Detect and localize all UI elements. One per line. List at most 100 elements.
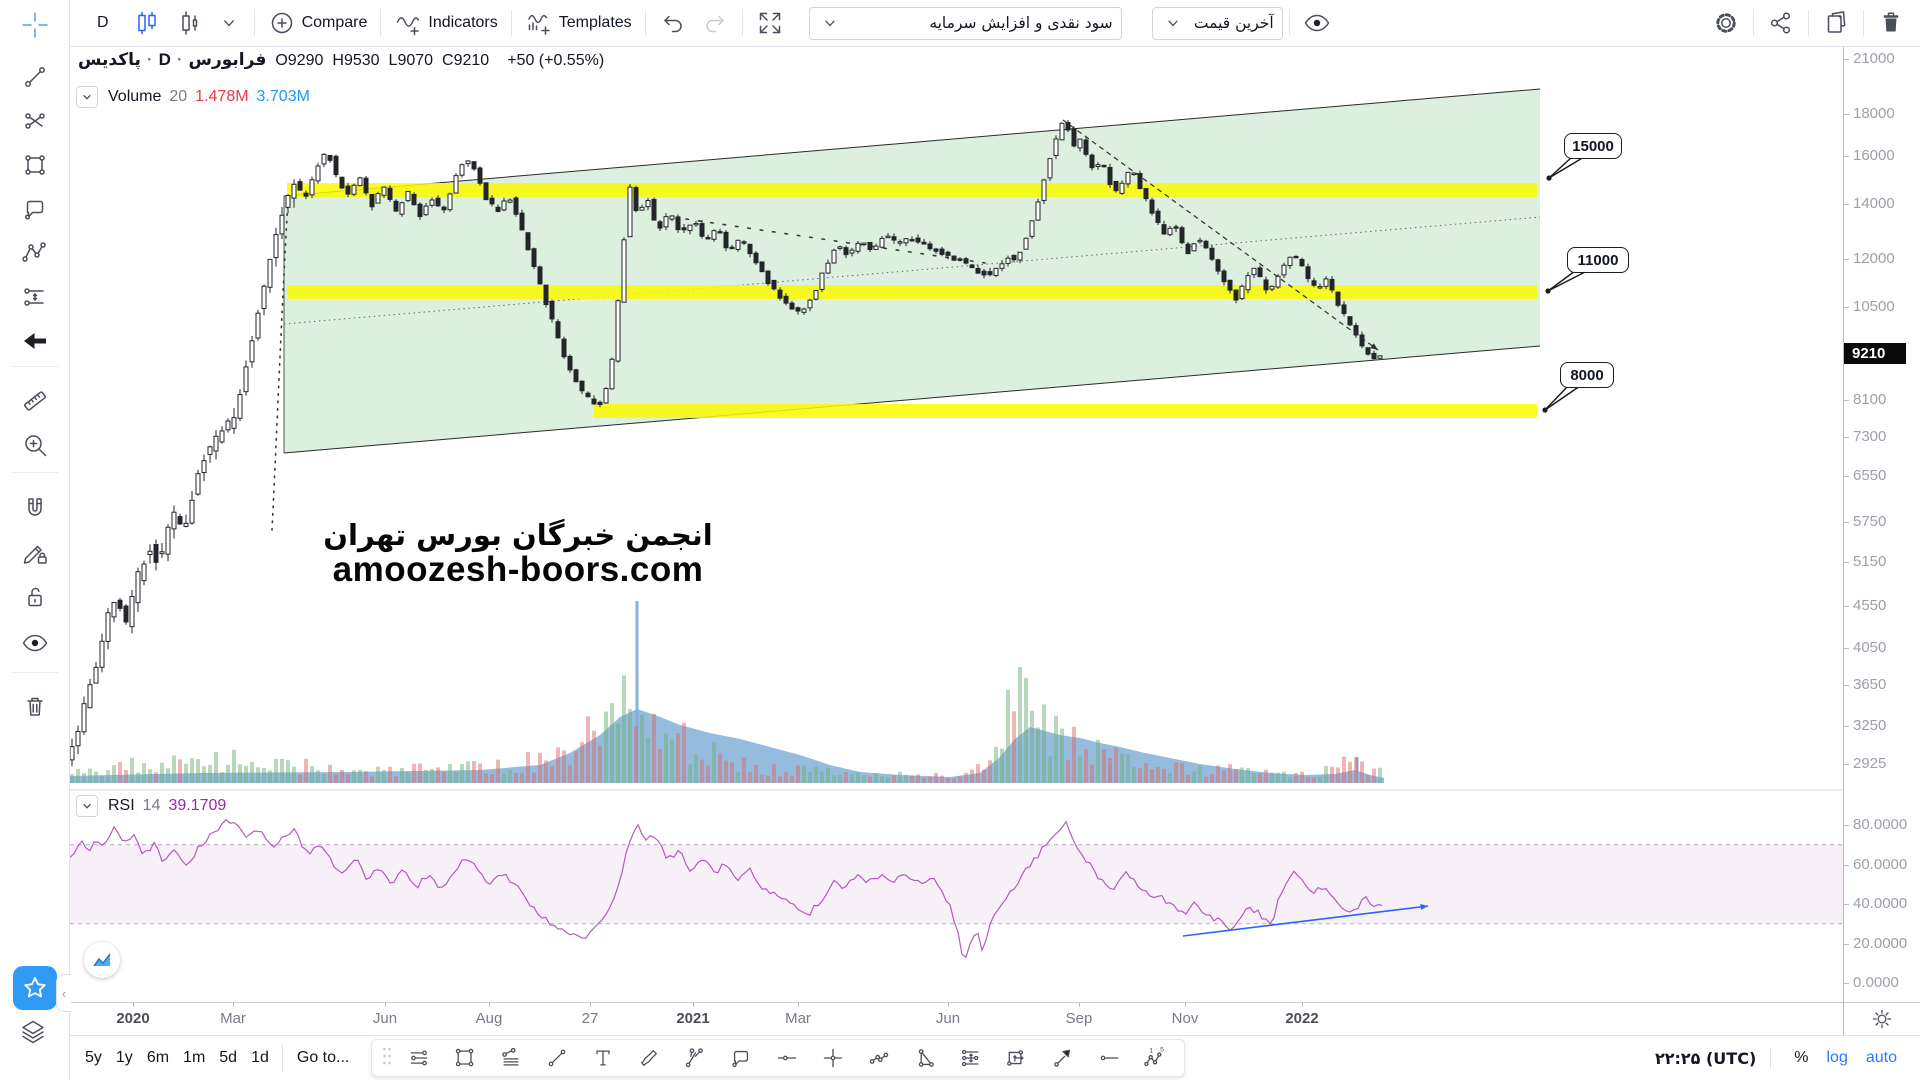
price-level-callout[interactable]: 8000 bbox=[1560, 362, 1614, 388]
tool-trash-icon[interactable] bbox=[16, 688, 54, 726]
ohlc-values: O9290 H9530 L9070 C9210 bbox=[275, 52, 490, 69]
price-axis[interactable]: 9210 21000 18000 16000 14000 12000 10500 8100 7… bbox=[1843, 47, 1920, 1035]
watermark-line1: انجمن خبرگان بورس تهران bbox=[323, 518, 713, 552]
bottombar-right: ۲۲:۲۵ (UTC)% log auto bbox=[1655, 1047, 1920, 1069]
tool-xabcd-pattern-icon[interactable] bbox=[16, 234, 54, 272]
log-scale-button[interactable]: log bbox=[1826, 1049, 1848, 1066]
range-5d-button[interactable]: 5d bbox=[219, 1049, 238, 1066]
redo-button[interactable] bbox=[694, 4, 736, 42]
drawing-pitchfork-icon[interactable] bbox=[680, 1043, 710, 1073]
volume-label[interactable]: Volume bbox=[108, 88, 162, 105]
chevron-down-icon[interactable] bbox=[76, 795, 98, 817]
tool-zoom-in-icon[interactable] bbox=[16, 426, 54, 464]
drawing-rect-corners-icon[interactable] bbox=[450, 1043, 480, 1073]
templates-button[interactable]: Templates bbox=[518, 4, 639, 42]
tool-trend-line-icon[interactable] bbox=[16, 58, 54, 96]
tool-lock-icon[interactable] bbox=[16, 578, 54, 616]
drawing-cross-line-icon[interactable] bbox=[818, 1043, 848, 1073]
axis-tick bbox=[1844, 726, 1849, 728]
sidebar-collapse-chevron[interactable]: ‹ bbox=[56, 974, 71, 1012]
drawing-triangle-icon[interactable] bbox=[910, 1043, 940, 1073]
drawing-callout2-icon[interactable] bbox=[726, 1043, 756, 1073]
notes-icon[interactable] bbox=[1815, 4, 1857, 42]
object-tree-layers-button[interactable] bbox=[19, 1018, 51, 1050]
share-icon[interactable] bbox=[1760, 4, 1802, 42]
drawing-ray-icon[interactable] bbox=[1094, 1043, 1124, 1073]
price-level-callout[interactable]: 15000 bbox=[1564, 133, 1622, 159]
tool-gann-tools-icon[interactable] bbox=[16, 102, 54, 140]
drawing-horizontal-line-icon[interactable] bbox=[772, 1043, 802, 1073]
range-1y-button[interactable]: 1y bbox=[115, 1049, 133, 1066]
drawing-trend-line2-icon[interactable] bbox=[542, 1043, 572, 1073]
range-1d-button[interactable]: 1d bbox=[251, 1049, 269, 1066]
chart-style-candles-icon[interactable] bbox=[126, 4, 168, 42]
watermark: انجمن خبرگان بورس تهران amoozesh-boors.c… bbox=[318, 518, 718, 589]
quick-chart-style-button[interactable] bbox=[84, 942, 120, 978]
drawing-align-lines-icon[interactable] bbox=[404, 1043, 434, 1073]
symbol-title-symbol[interactable]: پاکدیس bbox=[78, 50, 141, 70]
settings-gear-icon[interactable] bbox=[1705, 4, 1747, 42]
chart-style-chevron-down-icon[interactable] bbox=[210, 4, 248, 42]
range-5y-button[interactable]: 5y bbox=[85, 1049, 102, 1066]
undo-button[interactable] bbox=[652, 4, 694, 42]
brightness-sun-icon[interactable] bbox=[1870, 1007, 1894, 1031]
toolbar-drag-handle[interactable] bbox=[382, 1045, 392, 1072]
drawing-brush-icon[interactable] bbox=[634, 1043, 664, 1073]
drawing-arrow-marker-icon[interactable] bbox=[1048, 1043, 1078, 1073]
goto-date-button[interactable]: Go to... bbox=[296, 1049, 350, 1066]
rsi-label[interactable]: RSI bbox=[108, 797, 135, 814]
range-1m-button[interactable]: 1m bbox=[183, 1049, 206, 1066]
favorites-star-button[interactable] bbox=[13, 966, 57, 1010]
price-tick-label: 10500 bbox=[1853, 297, 1895, 315]
price-mode-dropdown[interactable]: آخرین قیمت bbox=[1151, 6, 1283, 40]
tool-arrow-tool-icon[interactable] bbox=[16, 322, 54, 360]
axis-corner bbox=[1844, 1002, 1920, 1035]
drawing-fib-arrows-icon[interactable] bbox=[956, 1043, 986, 1073]
tool-magnet-icon[interactable] bbox=[16, 490, 54, 528]
top-toolbar: D Compare Indicators Templates سود نقدی و اف… bbox=[70, 0, 1920, 47]
axis-tick bbox=[1844, 825, 1849, 826]
drawing-projection-icon[interactable] bbox=[1002, 1043, 1032, 1073]
auto-scale-button[interactable]: auto bbox=[1865, 1049, 1897, 1066]
axis-tick bbox=[1844, 904, 1849, 905]
percent-scale-button[interactable]: % bbox=[1794, 1049, 1809, 1066]
drawing-parallel-channel-icon[interactable] bbox=[496, 1043, 526, 1073]
toolbar-separator bbox=[1770, 1047, 1772, 1069]
indicators-button[interactable]: Indicators bbox=[387, 4, 504, 42]
axis-tick bbox=[233, 1003, 234, 1007]
time-axis[interactable]: 2020 Mar Jun Aug 27 2021 Mar Jun Sep Nov 2022 bbox=[70, 1002, 1843, 1035]
axis-tick bbox=[693, 1003, 694, 1007]
tool-callout-icon[interactable] bbox=[16, 190, 54, 228]
visibility-eye-icon[interactable] bbox=[1296, 4, 1338, 42]
tool-ruler-icon[interactable] bbox=[16, 382, 54, 420]
volume-ma-value: 3.703M bbox=[256, 88, 310, 105]
price-tick-label: 3250 bbox=[1853, 717, 1887, 735]
drawing-text-icon[interactable] bbox=[588, 1043, 618, 1073]
change-value: +50 (+0.55%) bbox=[507, 52, 605, 69]
compare-button[interactable]: Compare bbox=[261, 4, 375, 42]
tool-shapes-icon[interactable] bbox=[16, 146, 54, 184]
drawing-disjoint-channel-icon[interactable] bbox=[864, 1043, 894, 1073]
candle-style-icon[interactable] bbox=[168, 4, 210, 42]
timeframe-button[interactable]: D bbox=[97, 14, 109, 31]
tool-draw-lock-icon[interactable] bbox=[16, 534, 54, 572]
time-tick-label: Nov bbox=[1171, 1010, 1199, 1027]
toolbar-separator bbox=[1288, 10, 1290, 36]
axis-tick bbox=[798, 1003, 799, 1007]
axis-tick bbox=[1844, 436, 1849, 438]
clock-utc[interactable]: ۲۲:۲۵ (UTC) bbox=[1654, 1048, 1757, 1068]
range-6m-button[interactable]: 6m bbox=[146, 1049, 170, 1066]
chevron-down-icon[interactable] bbox=[76, 86, 98, 108]
tool-eye-icon[interactable] bbox=[16, 624, 54, 662]
fullscreen-button[interactable] bbox=[749, 4, 791, 42]
time-tick-label: Jun bbox=[372, 1010, 398, 1027]
drawing-toolbar: ‹ bbox=[0, 0, 71, 1080]
tool-fib-levels-icon[interactable] bbox=[16, 278, 54, 316]
adjustment-dropdown[interactable]: سود نقدی و افزایش سرمایه bbox=[808, 6, 1122, 40]
price-level-callout[interactable]: 11000 bbox=[1567, 247, 1629, 273]
crosshair-icon[interactable] bbox=[16, 6, 54, 44]
price-tick-label: 3650 bbox=[1853, 675, 1887, 693]
delete-trash-icon[interactable] bbox=[1870, 4, 1912, 42]
